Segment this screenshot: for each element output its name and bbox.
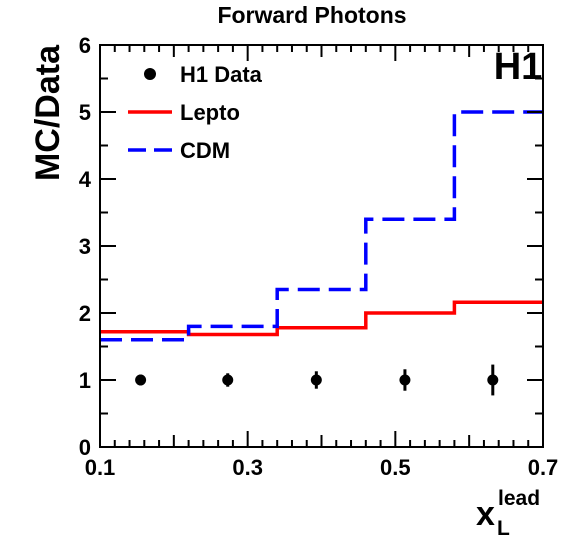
y-tick-label: 5 — [79, 100, 91, 125]
y-tick-label: 2 — [79, 301, 91, 326]
legend-label-cdm: CDM — [180, 138, 230, 163]
legend-marker-h1-data — [144, 68, 156, 80]
series-lepto-line — [100, 300, 543, 337]
data-point — [310, 374, 322, 386]
legend-label-h1-data: H1 Data — [180, 62, 263, 87]
x-tick-label: 0.1 — [85, 455, 116, 480]
data-point — [135, 374, 147, 386]
series-cdm-line — [100, 110, 543, 342]
data-point — [222, 374, 234, 386]
data-point — [487, 374, 499, 386]
x-tick-label: 0.5 — [380, 455, 411, 480]
x-tick-label: 0.7 — [528, 455, 559, 480]
legend: H1 Data Lepto CDM — [128, 62, 263, 163]
h1-watermark: H1 — [494, 46, 543, 88]
plot-area — [100, 110, 543, 396]
y-tick-label: 3 — [79, 234, 91, 259]
svg-text:L: L — [497, 517, 510, 540]
axes: 0 1 2 3 4 5 6 0.1 0.3 0.5 0.7 — [79, 33, 559, 480]
y-tick-label: 1 — [79, 368, 91, 393]
x-tick-label: 0.3 — [232, 455, 263, 480]
y-tick-label: 6 — [79, 33, 91, 58]
plot-frame — [99, 44, 544, 448]
svg-text:MC/Data: MC/Data — [29, 44, 67, 181]
x-axis-label: x L lead — [476, 487, 540, 540]
y-axis-label: MC/Data — [29, 44, 67, 181]
data-point — [399, 374, 411, 386]
chart-title: Forward Photons — [217, 2, 406, 28]
svg-text:x: x — [476, 495, 495, 533]
legend-label-lepto: Lepto — [180, 100, 240, 125]
y-tick-label: 0 — [79, 435, 91, 460]
y-tick-label: 4 — [79, 167, 92, 192]
svg-text:lead: lead — [498, 487, 540, 510]
